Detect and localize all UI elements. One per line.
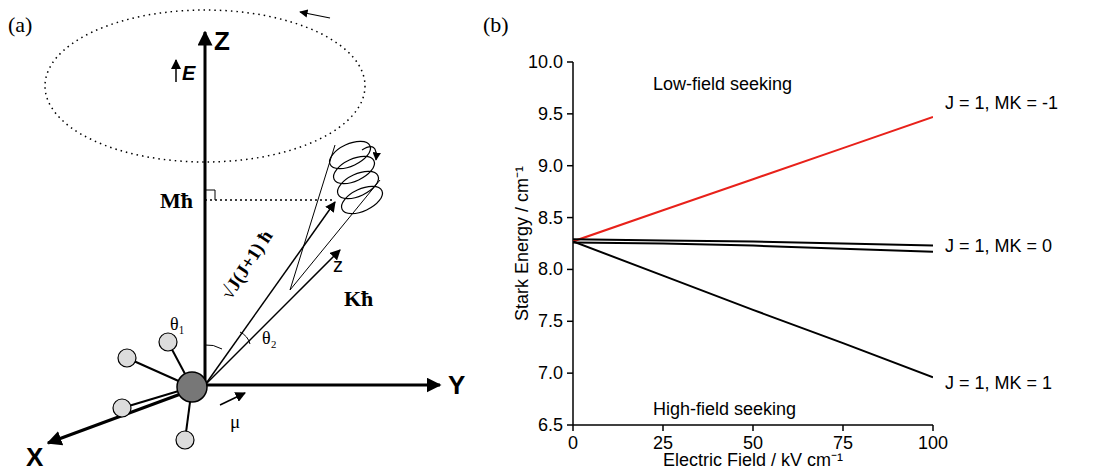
z-axis [204, 32, 207, 385]
right-angle [205, 190, 215, 200]
cone-edge [290, 180, 380, 290]
y-tick-label: 9.0 [538, 156, 563, 176]
y-tick-label: 6.5 [538, 415, 563, 435]
atom-small [113, 399, 131, 417]
x-tick [662, 425, 664, 431]
annotation: High-field seeking [653, 399, 796, 419]
x-axis-title: Electric Field / kV cm⁻¹ [663, 450, 843, 470]
x-tick-label: 100 [918, 433, 948, 453]
j-vector [205, 202, 335, 385]
x-tick [842, 425, 844, 431]
nutation-ring [329, 151, 378, 190]
series-line [573, 241, 933, 377]
diagram-label: θ₁ [170, 314, 185, 334]
theta2-arc [240, 332, 250, 344]
series-line [573, 117, 933, 241]
y-tick-label: 9.5 [538, 104, 563, 124]
y-tick [567, 321, 573, 323]
y-tick [567, 165, 573, 167]
y-tick [567, 269, 573, 271]
y-tick-label: 7.0 [538, 363, 563, 383]
series-line [573, 242, 933, 251]
diagram-label: Z [214, 26, 230, 56]
x-tick [752, 425, 754, 431]
y-tick [567, 113, 573, 115]
y-tick-label: 8.0 [538, 259, 563, 279]
x-tick-label: 0 [568, 433, 578, 453]
cone-edge [290, 145, 335, 290]
nutation-ring [325, 136, 374, 175]
diagram-label: √J(J+1) ħ [217, 226, 278, 304]
label-patch [215, 224, 278, 305]
dipole-arrow [220, 393, 245, 405]
series-end-label: J = 1, MK = 0 [945, 236, 1052, 256]
y-tick-label: 8.5 [538, 208, 563, 228]
theta1-arc [205, 345, 222, 349]
panel-label: (a) [8, 12, 32, 37]
precession-arrow [300, 12, 330, 18]
y-tick-label: 10.0 [528, 52, 563, 72]
data-lines [573, 117, 933, 377]
y-tick [567, 424, 573, 426]
diagram-label: θ₂ [262, 328, 277, 348]
atom-small [118, 349, 136, 367]
chart: 6.57.07.58.08.59.09.510.00255075100Elect… [512, 52, 1058, 470]
diagram-label: Y [448, 370, 465, 400]
nutation-ring [333, 166, 382, 205]
y-tick [567, 217, 573, 219]
y-axis-line [572, 62, 574, 425]
diagram-label: E [182, 62, 196, 84]
y-axis [205, 384, 440, 387]
panel-label: (b) [483, 12, 509, 37]
y-tick [567, 61, 573, 63]
atom-small [159, 333, 177, 351]
diagram-label: Mħ [160, 188, 193, 213]
field-arrow [175, 60, 177, 82]
projection-line [205, 199, 335, 201]
atom-central [177, 372, 207, 402]
nutation-ring [337, 181, 386, 220]
nutation-arrow [362, 147, 376, 160]
y-tick-label: 7.5 [538, 311, 563, 331]
y-tick [567, 372, 573, 374]
atom-small [176, 431, 194, 449]
diagram: Z Y X E Mħ √J(J+1) ħ Kħz θ₁ θ₂ μ [26, 10, 465, 472]
series-end-label: J = 1, MK = -1 [945, 93, 1058, 113]
k-vector [205, 250, 340, 385]
y-axis-title: Stark Energy / cm⁻¹ [512, 166, 532, 321]
annotation: Low-field seeking [653, 74, 792, 94]
x-tick [572, 425, 574, 431]
diagram-label: X [26, 442, 44, 472]
x-tick [932, 425, 934, 431]
diagram-label: μ [230, 411, 240, 432]
diagram-label: z [333, 254, 343, 276]
series-end-label: J = 1, MK = 1 [945, 373, 1052, 393]
diagram-label: Kħ [344, 286, 373, 311]
